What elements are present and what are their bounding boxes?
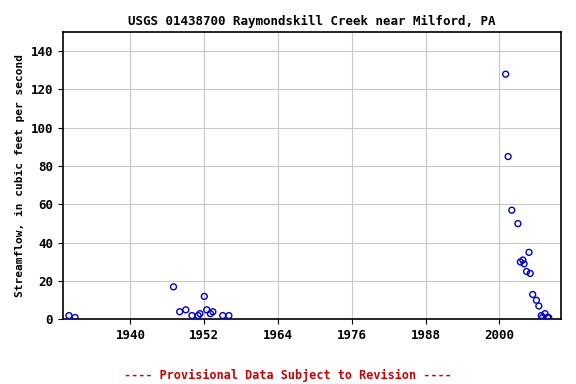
Point xyxy=(70,314,79,321)
Point xyxy=(507,207,517,213)
Point xyxy=(195,311,204,317)
Point xyxy=(528,291,537,298)
Point xyxy=(524,249,533,255)
Y-axis label: Streamflow, in cubic feet per second: Streamflow, in cubic feet per second xyxy=(15,54,25,297)
Point xyxy=(518,257,528,263)
Point xyxy=(503,154,513,160)
Point xyxy=(538,314,547,321)
Point xyxy=(65,313,74,319)
Point xyxy=(187,313,196,319)
Point xyxy=(516,259,525,265)
Point xyxy=(543,314,552,321)
Point xyxy=(513,220,522,227)
Point xyxy=(224,313,233,319)
Point xyxy=(209,309,218,315)
Point xyxy=(206,311,215,317)
Point xyxy=(537,313,546,319)
Point xyxy=(181,307,191,313)
Point xyxy=(218,313,228,319)
Point xyxy=(175,309,184,315)
Point xyxy=(540,311,550,317)
Text: ---- Provisional Data Subject to Revision ----: ---- Provisional Data Subject to Revisio… xyxy=(124,369,452,382)
Point xyxy=(535,303,544,309)
Point xyxy=(194,313,203,319)
Point xyxy=(501,71,510,77)
Point xyxy=(169,284,178,290)
Point xyxy=(526,270,535,276)
Point xyxy=(522,268,531,275)
Point xyxy=(202,307,211,313)
Point xyxy=(544,314,554,321)
Point xyxy=(200,293,209,300)
Title: USGS 01438700 Raymondskill Creek near Milford, PA: USGS 01438700 Raymondskill Creek near Mi… xyxy=(128,15,496,28)
Point xyxy=(520,261,529,267)
Point xyxy=(532,297,541,303)
